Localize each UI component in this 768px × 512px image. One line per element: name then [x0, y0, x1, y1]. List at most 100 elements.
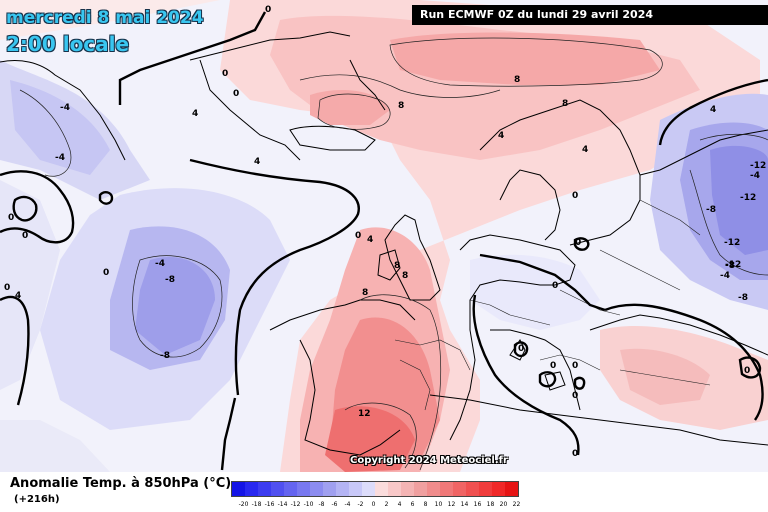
color-scale-tick-label: 16: [473, 501, 482, 508]
contour-label: -8: [160, 351, 170, 361]
forecast-date: mercredi 8 mai 2024: [6, 8, 204, 28]
color-scale-tick-label: 10: [434, 501, 443, 508]
contour-label: 0: [744, 366, 750, 376]
contour-label: 0: [222, 69, 228, 79]
contour-label: 4: [367, 235, 373, 245]
contour-label: 0: [575, 238, 581, 248]
color-scale-cell: [297, 482, 310, 496]
color-scale-cell: [284, 482, 297, 496]
contour-label: 8: [514, 75, 520, 85]
contour-label-group: 0 0 0 0 0 0 0 0 0 0 0 0 0 0 0 0 0 4 4 4 …: [4, 5, 766, 459]
coastlines: [0, 31, 768, 456]
contour-lines: [19, 37, 768, 471]
color-scale-tick-label: 14: [460, 501, 469, 508]
color-scale-tick-label: -14: [277, 501, 288, 508]
contour-label: 0: [4, 283, 10, 293]
color-scale-tick-label: -16: [264, 501, 275, 508]
contour-label: 4: [254, 157, 260, 167]
color-scale-tick-label: 12: [447, 501, 456, 508]
contour-label: 4: [582, 145, 588, 155]
legend-title: Anomalie Temp. à 850hPa (°C): [10, 476, 232, 491]
contour-label: 4: [15, 291, 21, 301]
color-scale-cell: [401, 482, 414, 496]
color-scale-cell: [349, 482, 362, 496]
contour-label: 0: [233, 89, 239, 99]
color-scale-cell: [323, 482, 336, 496]
contour-label: 8: [402, 271, 408, 281]
color-scale-tick-label: -20: [238, 501, 249, 508]
contour-label: -4: [55, 153, 65, 163]
contour-label: -8: [706, 205, 716, 215]
color-scale-cell: [427, 482, 440, 496]
color-scale-tick-label: 8: [423, 501, 428, 508]
contour-label: -12: [740, 193, 756, 203]
borders: [394, 199, 711, 411]
color-scale-cell: [479, 482, 492, 496]
contour-label: 8: [562, 99, 568, 109]
contour-label: 0: [103, 268, 109, 278]
contour-label: -4: [155, 259, 165, 269]
zero-contour: [0, 11, 768, 471]
run-info-banner: Run ECMWF 0Z du lundi 29 avril 2024: [412, 5, 768, 25]
color-scale-cell: [492, 482, 505, 496]
contour-label: 0: [8, 213, 14, 223]
contour-label: -8: [725, 261, 735, 271]
anomaly-fill: [0, 0, 768, 472]
color-scale-cell: [232, 482, 245, 496]
contour-label: 8: [362, 288, 368, 298]
contour-label: 0: [518, 344, 524, 354]
color-scale-cell: [336, 482, 349, 496]
color-scale-tick-label: -12: [290, 501, 301, 508]
color-scale-tick-label: -10: [303, 501, 314, 508]
contour-label: 8: [398, 101, 404, 111]
color-scale-cell: [245, 482, 258, 496]
forecast-time: 2:00 locale: [6, 32, 130, 56]
color-scale-tick-label: 4: [397, 501, 402, 508]
contour-label: 0: [572, 361, 578, 371]
color-scale-cell: [414, 482, 427, 496]
color-scale-ticks: -20 -18 -16 -14 -12 -10 -8 -6 -4 -2 0 2 4 6 8 10 12 14 16 1…: [231, 501, 569, 511]
color-scale-tick-label: -2: [357, 501, 364, 508]
color-scale-cell: [258, 482, 271, 496]
color-scale-cell: [375, 482, 388, 496]
color-scale-cell: [440, 482, 453, 496]
color-scale-tick-label: 6: [410, 501, 415, 508]
color-scale-cell: [388, 482, 401, 496]
contour-label: 0: [572, 449, 578, 459]
color-scale-cell: [466, 482, 479, 496]
color-scale-tick-label: 22: [512, 501, 521, 508]
color-scale-cell: [271, 482, 284, 496]
contour-label: -12: [724, 238, 740, 248]
contour-label: 0: [572, 391, 578, 401]
contour-label: 0: [572, 191, 578, 201]
contour-label: 0: [552, 281, 558, 291]
contour-label: 0: [22, 231, 28, 241]
color-scale-tick-label: -8: [318, 501, 325, 508]
contour-label: -4: [750, 171, 760, 181]
contour-label: -12: [725, 260, 741, 270]
contour-label: -12: [750, 161, 766, 171]
color-scale-tick-label: -4: [344, 501, 351, 508]
color-scale-cell: [310, 482, 323, 496]
color-scale-tick-label: 0: [371, 501, 376, 508]
color-scale-tick-label: -18: [251, 501, 262, 508]
copyright-text: Copyright 2024 Meteociel.fr: [350, 455, 508, 466]
color-scale: [231, 481, 519, 497]
color-scale-tick-label: -6: [331, 501, 338, 508]
contour-label: 4: [498, 131, 504, 141]
contour-label: -8: [165, 275, 175, 285]
color-scale-cell: [453, 482, 466, 496]
contour-label: -8: [738, 293, 748, 303]
color-scale-tick-label: 2: [384, 501, 389, 508]
contour-label: 4: [192, 109, 198, 119]
contour-label: 0: [265, 5, 271, 15]
contour-label: 8: [394, 261, 400, 271]
contour-label: -4: [60, 103, 70, 113]
contour-label: 0: [355, 231, 361, 241]
anomaly-map: 0 0 0 0 0 0 0 0 0 0 0 0 0 0 0 0 0 4 4 4 …: [0, 0, 768, 472]
contour-label: 4: [710, 105, 716, 115]
color-scale-tick-label: 20: [499, 501, 508, 508]
color-scale-cell: [505, 482, 518, 496]
contour-label: 12: [358, 409, 371, 419]
color-scale-cell: [362, 482, 375, 496]
